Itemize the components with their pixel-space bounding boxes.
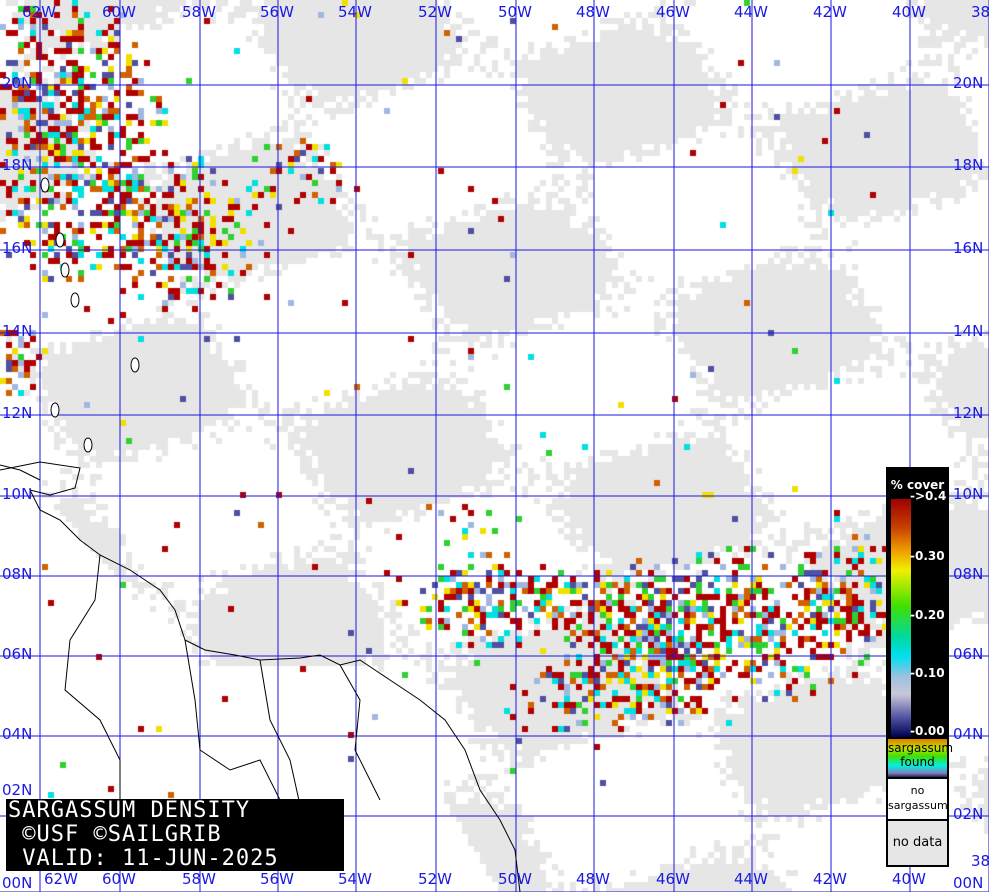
latitude-label: 20N [2,74,33,92]
longitude-label: 48W [576,3,610,21]
latitude-label: 10N [953,485,984,503]
longitude-label: 62W [22,3,56,21]
longitude-label: 50W [498,3,532,21]
latitude-label: 00N [953,874,984,892]
latitude-label: 12N [2,404,33,422]
latitude-label: 06N [2,645,33,663]
longitude-label: 58W [182,3,216,21]
latitude-label: 18N [953,156,984,174]
longitude-label: 48W [576,870,610,888]
coastline [64,554,121,800]
legend-title: % cover [890,478,945,492]
latitude-label: 00N [2,874,33,892]
longitude-label: 46W [656,3,690,21]
longitude-label: 52W [418,870,452,888]
longitude-label: 50W [498,870,532,888]
legend-tick: ->0.4 [910,489,947,503]
latitude-label: 16N [953,239,984,257]
latitude-label: 14N [2,322,33,340]
latitude-label: 18N [2,156,33,174]
coastline [259,659,301,806]
latitude-label: 02N [953,805,984,823]
coastline [0,464,41,481]
latitude-label: 02N [2,781,33,799]
longitude-label: 60W [102,870,136,888]
longitude-label: 62W [44,870,78,888]
latitude-label: 04N [2,725,33,743]
legend-label: found [900,755,935,769]
map-title: SARGASSUM DENSITY ©USF ©SAILGRIB VALID: … [6,799,344,871]
latitude-label: 04N [953,725,984,743]
longitude-label: 40W [892,3,926,21]
legend: % cover ->0.4 -0.30 -0.20 -0.10 -0.00 sa… [886,467,953,867]
longitude-label: 54W [338,870,372,888]
legend-tick: -0.10 [910,666,945,680]
island [83,437,93,453]
copyright-line: ©USF ©SAILGRIB [8,822,222,847]
island [130,357,140,373]
latitude-label: 10N [2,485,33,503]
latitude-label: 20N [953,74,984,92]
longitude-label: 38 [971,3,989,21]
longitude-label: 42W [813,870,847,888]
longitude-label: 56W [260,870,294,888]
latitude-label: 08N [2,565,33,583]
legend-tick: -0.30 [910,549,945,563]
island [50,402,60,418]
color-scale [891,499,911,737]
coastline [184,639,301,806]
legend-tick: -0.20 [910,608,945,622]
legend-label: no [910,784,925,797]
longitude-label: 46W [656,870,690,888]
valid-date: VALID: 11-JUN-2025 [8,846,279,871]
longitude-label: 54W [338,3,372,21]
island [70,292,80,308]
longitude-label: 58W [182,870,216,888]
longitude-label: 40W [892,870,926,888]
latitude-label: 08N [953,565,984,583]
title-line: SARGASSUM DENSITY [8,798,251,823]
longitude-label: 42W [813,3,847,21]
legend-label: sargassum [888,799,948,812]
legend-no-data: no data [888,821,947,865]
legend-sargassum-found: sargassum found [888,739,953,777]
island [60,262,70,278]
legend-label: sargassum [888,741,954,755]
longitude-label: 44W [734,3,768,21]
latitude-label: 14N [953,322,984,340]
longitude-label: 52W [418,3,452,21]
longitude-label: 38 [971,852,989,870]
latitude-label: 12N [953,404,984,422]
island [55,232,65,248]
longitude-label: 44W [734,870,768,888]
legend-no-sargassum: no sargassum [888,779,948,819]
island [40,177,50,193]
latitude-label: 06N [953,645,984,663]
latitude-label: 16N [2,239,33,257]
coastline [0,461,521,892]
coastline [339,664,381,801]
longitude-label: 60W [102,3,136,21]
longitude-label: 56W [260,3,294,21]
legend-tick: -0.00 [910,724,945,738]
